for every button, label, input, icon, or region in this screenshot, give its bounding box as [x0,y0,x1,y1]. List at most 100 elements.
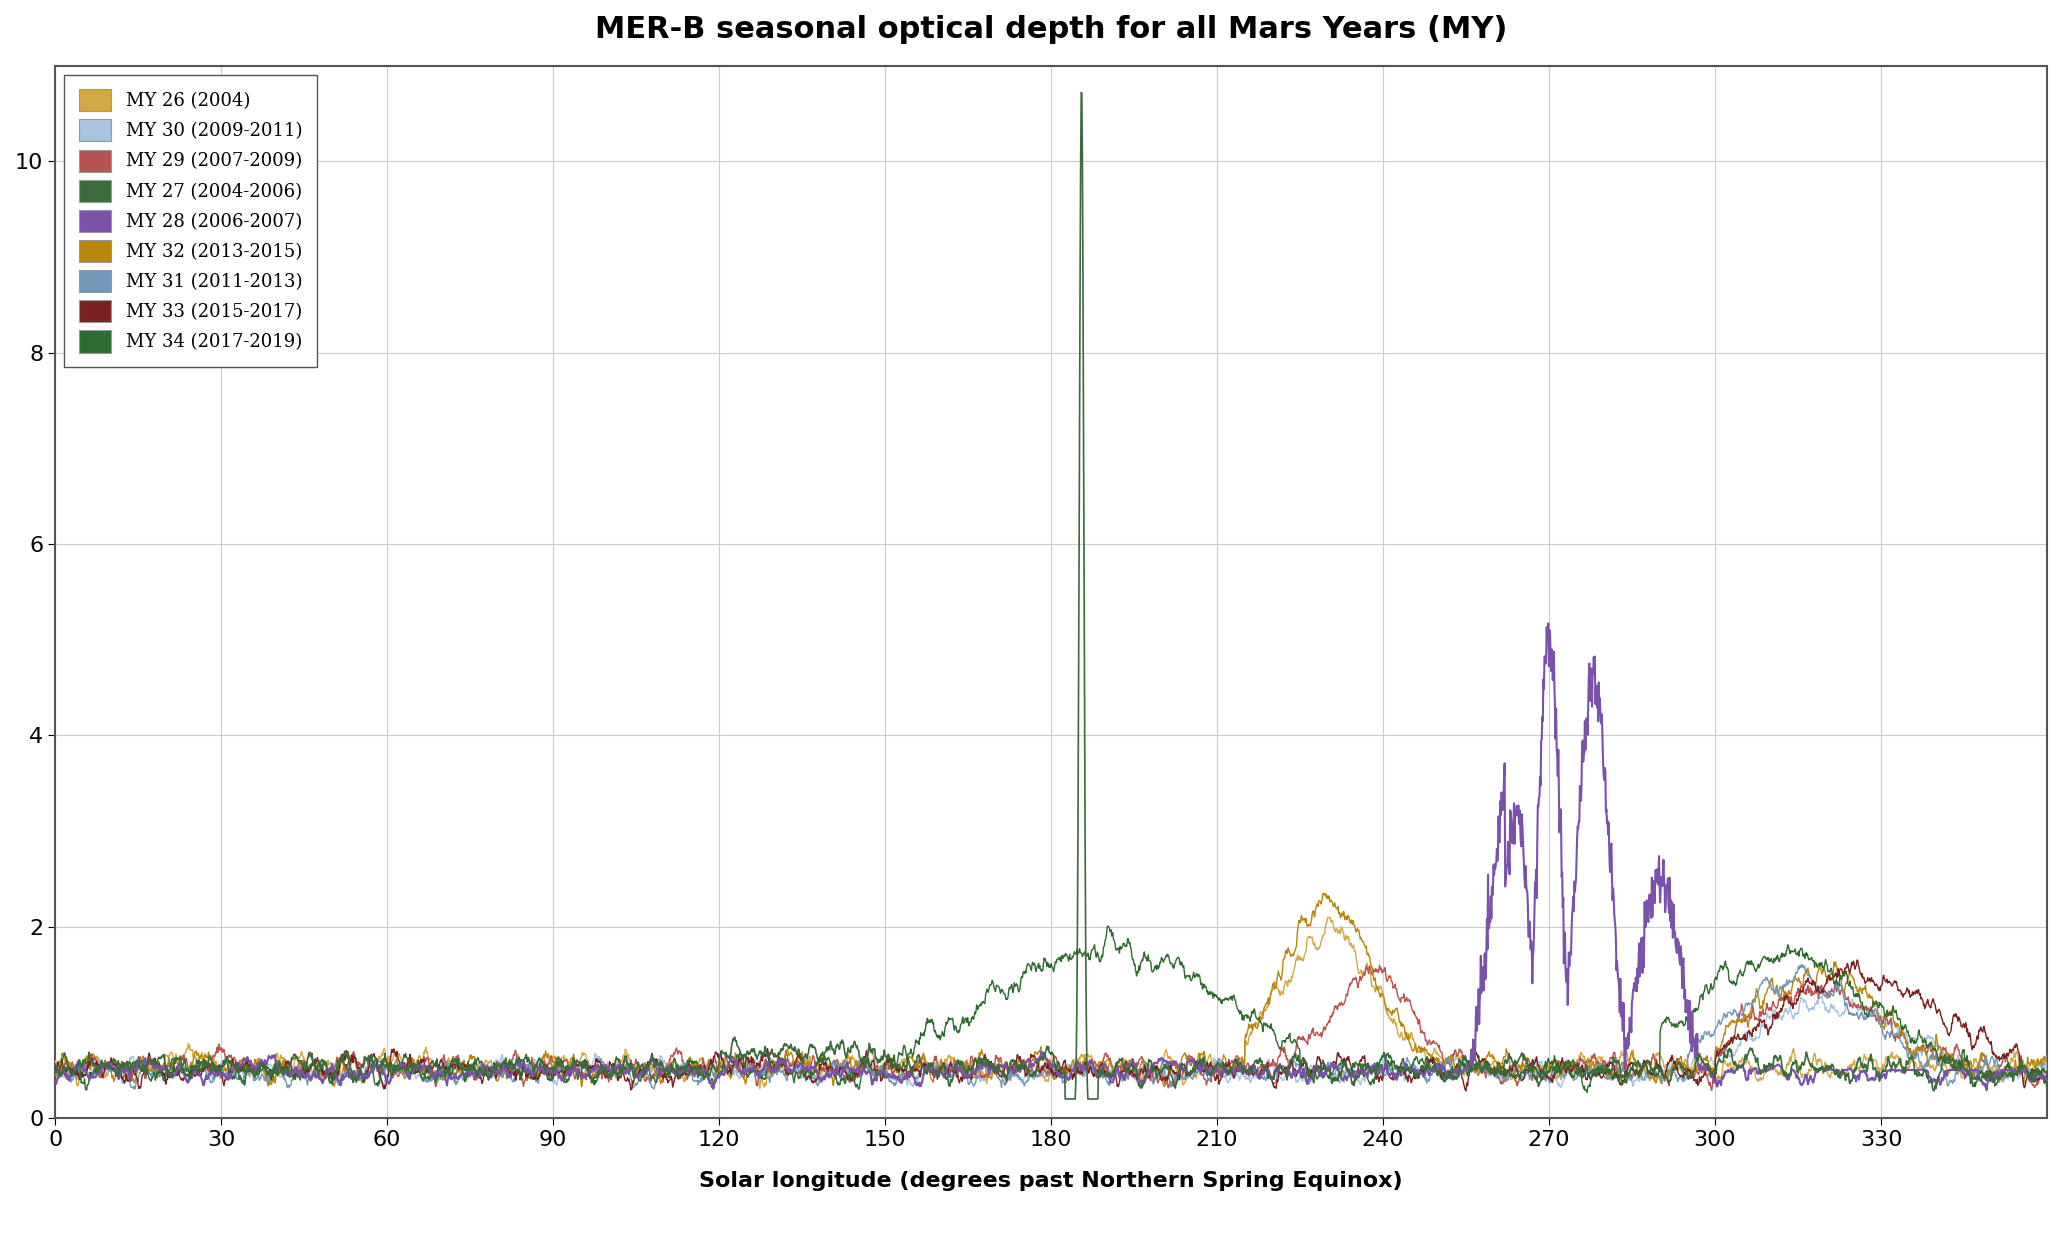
MY 33 (2015-2017) [470,1076,495,1091]
MY 32 (2013-2015) [2035,1051,2060,1066]
MY 27 (2004-2006) [1068,85,1093,100]
MY 27 (2004-2006) [1248,1053,1272,1068]
MY 31 (2011-2013) [2033,1049,2058,1064]
MY 33 (2015-2017) [1248,1068,1272,1083]
MY 26 (2004) [2035,1054,2060,1069]
MY 34 (2017-2019) [1095,918,1120,933]
MY 26 (2004) [746,1081,771,1096]
MY 34 (2017-2019) [2035,1079,2060,1094]
MY 31 (2011-2013) [122,1081,146,1096]
MY 32 (2013-2015) [43,1066,68,1081]
MY 34 (2017-2019) [1845,986,1870,1001]
Line: MY 34 (2017-2019): MY 34 (2017-2019) [56,926,2048,1093]
MY 34 (2017-2019) [470,1054,495,1069]
MY 27 (2004-2006) [600,1069,625,1084]
MY 29 (2007-2009) [2033,1070,2058,1085]
MY 31 (2011-2013) [600,1066,625,1081]
MY 32 (2013-2015) [1311,885,1336,901]
Line: MY 31 (2011-2013): MY 31 (2011-2013) [56,965,2048,1089]
MY 29 (2007-2009) [1248,1060,1272,1075]
MY 28 (2006-2007) [1248,1071,1272,1086]
MY 31 (2011-2013) [1845,1011,1870,1026]
MY 32 (2013-2015) [470,1063,495,1078]
MY 30 (2009-2011) [2033,1063,2058,1078]
MY 33 (2015-2017) [1845,958,1870,973]
MY 33 (2015-2017) [43,1060,68,1075]
MY 29 (2007-2009) [600,1071,625,1086]
MY 29 (2007-2009) [1367,958,1392,973]
MY 26 (2004) [1316,909,1340,924]
MY 31 (2011-2013) [43,1065,68,1080]
MY 34 (2017-2019) [600,1063,625,1078]
MY 28 (2006-2007) [1973,1083,1998,1098]
MY 31 (2011-2013) [1283,1055,1307,1070]
MY 30 (2009-2011) [1808,988,1833,1004]
MY 28 (2006-2007) [470,1058,495,1073]
MY 30 (2009-2011) [1845,1002,1870,1017]
Line: MY 28 (2006-2007): MY 28 (2006-2007) [56,623,2048,1090]
MY 29 (2007-2009) [470,1063,495,1078]
MY 26 (2004) [1248,1006,1272,1021]
MY 28 (2006-2007) [1283,1066,1307,1081]
X-axis label: Solar longitude (degrees past Northern Spring Equinox): Solar longitude (degrees past Northern S… [699,1171,1402,1191]
MY 30 (2009-2011) [43,1055,68,1070]
MY 26 (2004) [1283,960,1307,975]
MY 28 (2006-2007) [1536,615,1561,631]
MY 34 (2017-2019) [1283,1032,1307,1048]
MY 33 (2015-2017) [2035,1068,2060,1083]
MY 28 (2006-2007) [2033,1073,2058,1088]
MY 27 (2004-2006) [1054,1091,1078,1107]
MY 30 (2009-2011) [1283,1061,1307,1076]
MY 26 (2004) [43,1060,68,1075]
MY 28 (2006-2007) [43,1074,68,1089]
MY 32 (2013-2015) [1283,943,1307,958]
MY 29 (2007-2009) [1283,1046,1307,1061]
MY 31 (2011-2013) [470,1064,495,1079]
MY 31 (2011-2013) [1790,957,1815,972]
MY 27 (2004-2006) [2033,1066,2058,1081]
MY 31 (2011-2013) [1248,1066,1272,1081]
MY 29 (2007-2009) [1699,1083,1724,1098]
MY 28 (2006-2007) [2035,1071,2060,1086]
MY 30 (2009-2011) [470,1061,495,1076]
MY 26 (2004) [1845,1060,1870,1075]
MY 31 (2011-2013) [2035,1048,2060,1063]
MY 30 (2009-2011) [600,1061,625,1076]
Line: MY 27 (2004-2006): MY 27 (2004-2006) [56,93,2048,1099]
MY 27 (2004-2006) [2035,1064,2060,1079]
MY 30 (2009-2011) [1549,1080,1573,1095]
MY 33 (2015-2017) [2033,1071,2058,1086]
MY 27 (2004-2006) [470,1064,495,1079]
Line: MY 29 (2007-2009): MY 29 (2007-2009) [56,966,2048,1090]
MY 30 (2009-2011) [1248,1069,1272,1084]
MY 28 (2006-2007) [1845,1068,1870,1083]
MY 27 (2004-2006) [43,1063,68,1078]
Line: MY 32 (2013-2015): MY 32 (2013-2015) [56,893,2048,1086]
Line: MY 33 (2015-2017): MY 33 (2015-2017) [56,960,2048,1091]
MY 28 (2006-2007) [600,1064,625,1079]
MY 27 (2004-2006) [1845,1051,1870,1066]
MY 33 (2015-2017) [1845,952,1870,967]
MY 32 (2013-2015) [600,1064,625,1079]
Title: MER-B seasonal optical depth for all Mars Years (MY): MER-B seasonal optical depth for all Mar… [596,15,1507,44]
MY 29 (2007-2009) [43,1069,68,1084]
MY 34 (2017-2019) [2033,1078,2058,1093]
MY 32 (2013-2015) [2033,1054,2058,1069]
MY 33 (2015-2017) [1454,1084,1478,1099]
MY 34 (2017-2019) [1575,1085,1600,1100]
MY 29 (2007-2009) [2035,1070,2060,1085]
MY 32 (2013-2015) [1248,1011,1272,1026]
MY 33 (2015-2017) [600,1058,625,1073]
MY 26 (2004) [470,1058,495,1073]
MY 26 (2004) [600,1060,625,1075]
MY 30 (2009-2011) [2035,1065,2060,1080]
MY 34 (2017-2019) [43,1076,68,1091]
MY 33 (2015-2017) [1283,1063,1307,1078]
MY 34 (2017-2019) [1248,1015,1272,1030]
MY 27 (2004-2006) [1283,1046,1307,1061]
MY 26 (2004) [2033,1055,2058,1070]
Legend: MY 26 (2004), MY 30 (2009-2011), MY 29 (2007-2009), MY 27 (2004-2006), MY 28 (20: MY 26 (2004), MY 30 (2009-2011), MY 29 (… [64,75,318,367]
Line: MY 30 (2009-2011): MY 30 (2009-2011) [56,996,2048,1088]
MY 32 (2013-2015) [1845,985,1870,1000]
MY 32 (2013-2015) [569,1079,594,1094]
